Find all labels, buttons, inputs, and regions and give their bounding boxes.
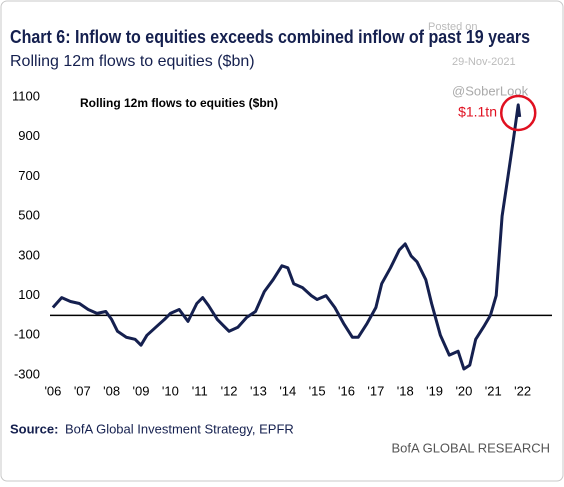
x-tick-label: '11 (192, 383, 208, 398)
x-tick-label: '10 (162, 383, 179, 398)
chart-subtitle: Rolling 12m flows to equities ($bn) (10, 53, 255, 70)
x-tick-label: '22 (514, 383, 531, 398)
x-tick-label: '12 (221, 383, 238, 398)
data-line (51, 103, 522, 371)
x-tick-label: '21 (485, 383, 502, 398)
watermark: Posted on (428, 21, 478, 33)
y-tick-label: -100 (14, 327, 40, 342)
y-tick-label: 900 (18, 128, 40, 143)
inner-label: Rolling 12m flows to equities ($bn) (80, 96, 278, 110)
y-tick-label: 100 (18, 287, 40, 302)
brand: BofA GLOBAL RESEARCH (392, 440, 550, 455)
x-tick-label: '20 (455, 383, 472, 398)
x-tick-label: '07 (74, 383, 91, 398)
watermark: 29-Nov-2021 (452, 56, 516, 68)
x-tick-label: '18 (397, 383, 414, 398)
source: BofA Global Investment Strategy, EPFR (65, 421, 294, 436)
highlight-circle (499, 94, 537, 132)
y-tick-label: 1100 (12, 88, 40, 103)
y-tick-label: 300 (18, 247, 40, 262)
x-tick-label: '06 (44, 383, 61, 398)
source-label: Source: (10, 421, 58, 436)
x-tick-label: '15 (309, 383, 326, 398)
x-tick-label: '16 (338, 383, 355, 398)
annotation: $1.1tn (458, 104, 497, 120)
y-tick-label: 500 (18, 208, 40, 223)
x-tick-label: '14 (279, 383, 296, 398)
watermark: @SoberLook (452, 83, 529, 98)
x-tick-label: '19 (426, 383, 443, 398)
x-tick-label: '13 (250, 383, 267, 398)
chart-title: Chart 6: Inflow to equities exceeds comb… (10, 27, 530, 47)
x-tick-label: '08 (103, 383, 120, 398)
y-tick-label: 700 (18, 168, 40, 183)
x-tick-label: '17 (367, 383, 384, 398)
y-tick-label: -300 (14, 366, 40, 381)
x-tick-label: '09 (133, 383, 150, 398)
